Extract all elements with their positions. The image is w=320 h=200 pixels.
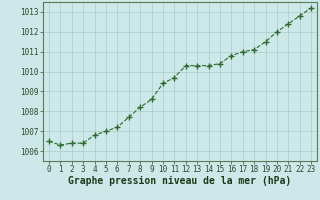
X-axis label: Graphe pression niveau de la mer (hPa): Graphe pression niveau de la mer (hPa) [68, 176, 292, 186]
